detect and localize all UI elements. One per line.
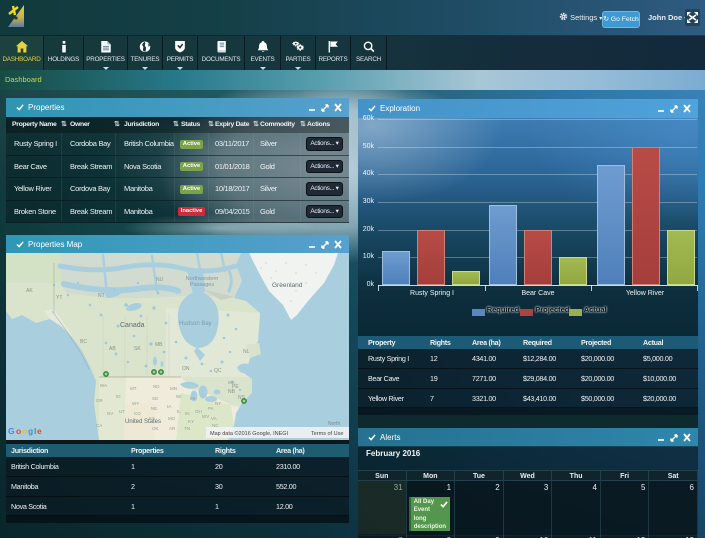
- svg-text:Passages: Passages: [190, 282, 214, 288]
- svg-text:l: l: [34, 426, 36, 436]
- svg-text:WA: WA: [100, 383, 107, 388]
- svg-text:Greenland: Greenland: [272, 282, 303, 289]
- svg-text:ME: ME: [228, 380, 235, 385]
- svg-text:ID: ID: [116, 394, 121, 399]
- svg-text:WV: WV: [202, 414, 209, 419]
- svg-text:CO: CO: [134, 411, 141, 416]
- svg-text:United States: United States: [125, 419, 161, 425]
- svg-text:PE: PE: [232, 384, 239, 390]
- svg-text:MO: MO: [168, 416, 176, 421]
- svg-text:Map data ©2016 Google, INEGI: Map data ©2016 Google, INEGI: [210, 430, 289, 437]
- svg-text:G: G: [8, 426, 15, 436]
- svg-text:o: o: [22, 426, 27, 436]
- svg-text:MT: MT: [130, 386, 137, 391]
- svg-text:AB: AB: [109, 346, 116, 352]
- svg-text:o: o: [16, 426, 21, 436]
- svg-text:North: North: [328, 421, 340, 427]
- svg-text:OR: OR: [96, 398, 104, 403]
- svg-text:SK: SK: [134, 346, 141, 352]
- svg-text:NC: NC: [212, 423, 219, 428]
- svg-text:e: e: [37, 426, 42, 436]
- svg-text:IA: IA: [167, 404, 171, 409]
- svg-text:OK: OK: [152, 426, 159, 431]
- svg-text:NV: NV: [107, 411, 113, 416]
- svg-text:NT: NT: [98, 293, 105, 299]
- svg-text:NB: NB: [228, 389, 236, 395]
- svg-text:UT: UT: [119, 409, 125, 414]
- svg-text:Terms of Use: Terms of Use: [311, 431, 343, 437]
- svg-text:AR: AR: [169, 426, 176, 431]
- svg-text:BC: BC: [80, 339, 87, 345]
- svg-text:NS: NS: [238, 395, 246, 401]
- svg-text:MB: MB: [155, 342, 163, 348]
- svg-text:CA: CA: [96, 423, 102, 428]
- svg-text:MI: MI: [190, 396, 195, 401]
- svg-text:ND: ND: [153, 384, 160, 389]
- svg-text:VA: VA: [211, 416, 217, 421]
- svg-text:KS: KS: [149, 416, 155, 421]
- svg-text:ON: ON: [182, 366, 190, 372]
- svg-text:MN: MN: [170, 386, 177, 391]
- svg-text:NU: NU: [156, 277, 164, 283]
- svg-text:QC: QC: [214, 368, 222, 374]
- svg-text:OH: OH: [195, 409, 202, 414]
- svg-text:PA: PA: [208, 406, 214, 411]
- svg-text:WI: WI: [176, 394, 182, 399]
- svg-text:TN: TN: [184, 426, 190, 431]
- svg-text:AK: AK: [26, 288, 33, 294]
- svg-text:g: g: [28, 426, 33, 436]
- svg-text:KY: KY: [188, 419, 194, 424]
- svg-text:Hudson Bay: Hudson Bay: [179, 321, 212, 327]
- svg-text:NE: NE: [151, 406, 157, 411]
- svg-text:IN: IN: [185, 411, 190, 416]
- svg-text:Northwestern: Northwestern: [186, 276, 219, 282]
- svg-text:SD: SD: [152, 396, 159, 401]
- svg-text:YT: YT: [56, 295, 62, 301]
- svg-text:IL: IL: [177, 409, 181, 414]
- svg-text:NY: NY: [215, 401, 221, 406]
- svg-text:NL: NL: [243, 349, 250, 355]
- svg-text:WY: WY: [132, 401, 139, 406]
- svg-text:Canada: Canada: [120, 322, 145, 329]
